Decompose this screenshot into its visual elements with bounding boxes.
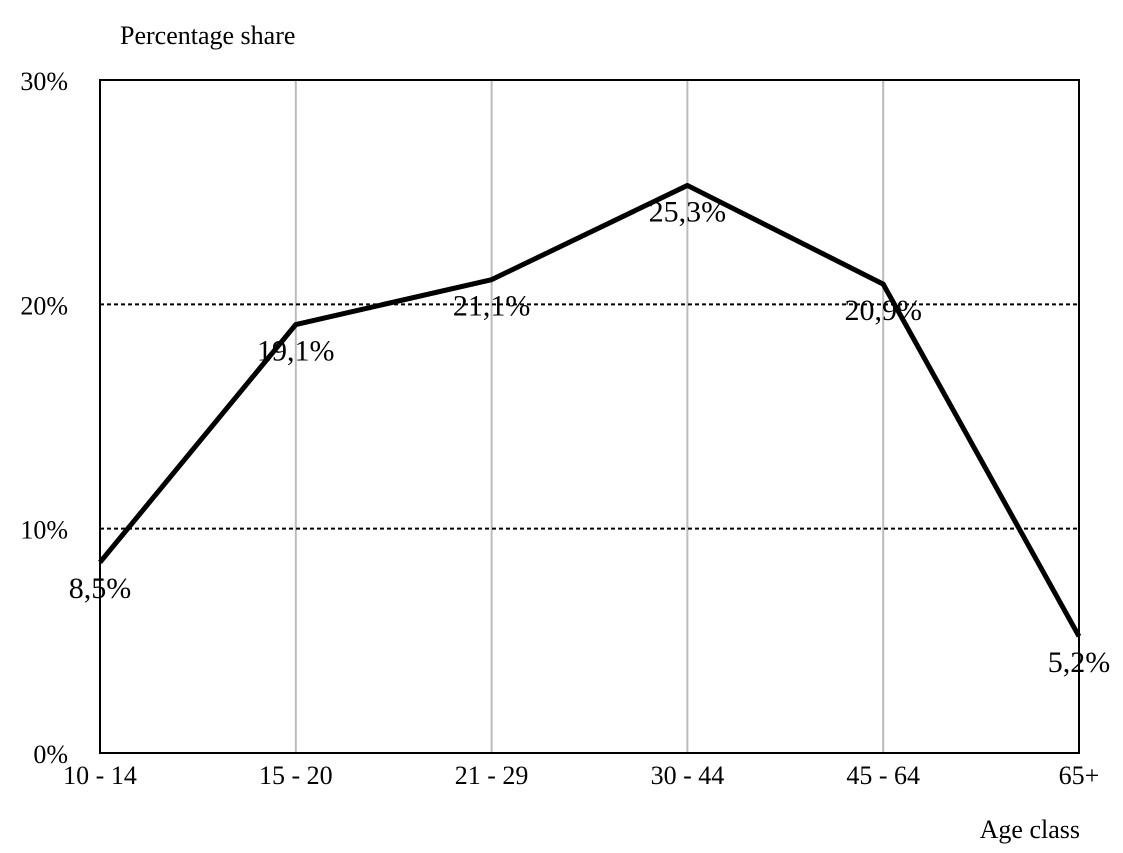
y-tick-label: 0% [33,740,68,769]
x-tick-label: 45 - 64 [846,761,920,790]
y-tick-label: 10% [20,516,68,545]
x-tick-label: 21 - 29 [455,761,529,790]
value-label: 19,1% [257,334,335,367]
value-label: 21,1% [453,290,531,323]
x-tick-label: 65+ [1059,761,1100,790]
x-axis-title: Age class [980,815,1080,844]
y-tick-label: 20% [20,291,68,320]
line [98,182,1082,638]
x-tick-label: 10 - 14 [63,761,137,790]
value-label: 25,3% [649,195,727,228]
value-label: 8,5% [69,572,132,605]
value-label: 20,9% [844,294,922,327]
x-tick-label: 15 - 20 [259,761,333,790]
plot-frame [99,79,1080,754]
x-tick-label: 30 - 44 [651,761,725,790]
y-axis-title: Percentage share [120,21,295,50]
value-label: 5,2% [1048,646,1111,679]
y-tick-label: 30% [20,67,68,96]
